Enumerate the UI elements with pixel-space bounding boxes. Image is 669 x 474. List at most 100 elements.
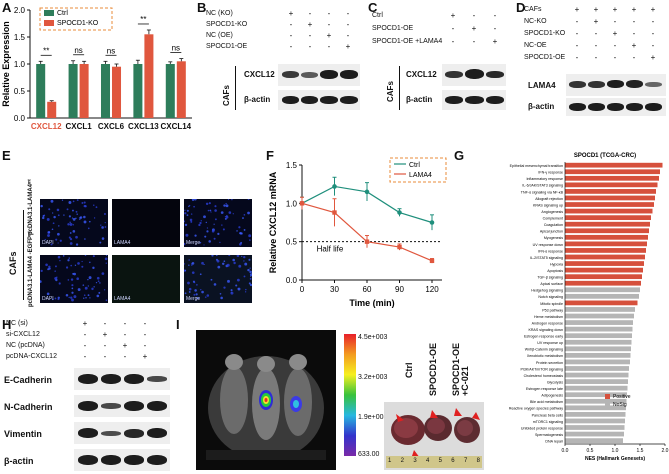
nucleus-dot — [249, 283, 252, 287]
g-bar — [565, 392, 627, 398]
scale-tick-3: 1.9e+003 — [358, 414, 388, 421]
g-category-label: Cholesterol homeostasis — [524, 374, 564, 378]
blot-plus-minus: - — [575, 17, 579, 26]
nucleus-dot — [220, 296, 223, 300]
blot-plus-minus: - — [143, 330, 147, 339]
nucleus-dot — [57, 232, 60, 236]
blot-plus-minus: - — [472, 37, 476, 46]
blot-h: NC (si) + - - - si-CXCL12 - + - - NC (pcDNA) - - + - pc… — [0, 318, 172, 474]
nucleus-dot — [40, 280, 42, 283]
a-y-tick-label: 0.0 — [14, 114, 26, 123]
nucleus-dot — [189, 218, 193, 222]
nucleus-dot — [188, 287, 192, 291]
micro-label: Merge — [186, 240, 201, 246]
nucleus-dot — [199, 241, 202, 244]
a-bar — [144, 34, 154, 118]
blot-h-band — [78, 455, 98, 465]
blot-plus-minus: - — [327, 42, 331, 51]
g-bar — [565, 195, 655, 201]
blot-b-label-cxcl12: CXCL12 — [244, 70, 275, 79]
nucleus-dot — [99, 241, 102, 244]
blot-row-label: SPOCD1-OE — [524, 54, 566, 61]
nucleus-dot — [188, 291, 191, 293]
blot-plus-minus: - — [575, 53, 579, 62]
g-x-label: NES (Hallmark Genesets) — [585, 456, 645, 462]
micro-r2-dapi: DAPI — [40, 255, 108, 303]
nucleus-dot — [188, 264, 190, 266]
f-y-tick-label: 1.0 — [286, 199, 298, 208]
nucleus-dot — [52, 212, 54, 214]
nucleus-dot — [81, 260, 83, 263]
nucleus-dot — [55, 238, 58, 241]
g-bar — [565, 412, 626, 417]
blot-plus-minus: - — [632, 29, 636, 38]
g-bar — [565, 405, 626, 411]
g-bar — [565, 352, 631, 358]
g-bar — [565, 267, 643, 273]
blot-c-band — [445, 96, 463, 104]
a-y-label: Relative Expression — [1, 21, 11, 107]
nucleus-dot — [81, 265, 84, 268]
blot-plus-minus: - — [594, 53, 598, 62]
g-bar — [565, 261, 644, 266]
g-bar — [565, 418, 625, 424]
f-y-label: Relative CXCL12 mRNA — [268, 171, 278, 273]
blot-c-label-actin: β-actin — [406, 95, 433, 104]
g-x-tick-label: 0.5 — [587, 448, 594, 454]
nucleus-dot — [58, 225, 60, 227]
blot-plus-minus: + — [631, 5, 637, 14]
blot-b-band — [320, 96, 338, 104]
i-group-ctrl: Ctrl — [404, 362, 414, 379]
g-category-label: UV response down — [533, 243, 563, 247]
chart-g: SPOCD1 (TCGA-CRC) Epithelial mesenchymal … — [509, 153, 669, 462]
g-category-label: Angiogenesis — [541, 210, 563, 214]
nucleus-dot — [223, 286, 226, 289]
ruler-mark: 3 — [413, 458, 417, 464]
blot-h-band — [147, 455, 167, 465]
micro-r2-lama4: LAMA4 — [112, 255, 180, 303]
panel-label-f: F — [266, 148, 274, 163]
nucleus-dot — [193, 293, 196, 296]
nucleus-dot — [66, 208, 69, 211]
blot-plus-minus: - — [83, 330, 87, 339]
g-category-label: Hypoxia — [550, 262, 563, 266]
nucleus-dot — [83, 297, 85, 299]
blot-row-label: NC-OE — [524, 42, 547, 49]
blot-plus-minus: - — [451, 37, 455, 46]
nucleus-dot — [184, 263, 186, 265]
g-category-label: Apical surface — [540, 282, 563, 286]
g-bar — [565, 379, 628, 384]
nucleus-dot — [208, 240, 211, 243]
g-legend-swatch — [605, 394, 610, 399]
nucleus-dot — [193, 205, 195, 208]
blot-plus-minus: - — [575, 41, 579, 50]
blot-plus-minus: - — [83, 352, 87, 361]
nucleus-dot — [204, 296, 207, 298]
nucleus-dot — [74, 264, 77, 266]
panel-label-h: H — [2, 317, 12, 332]
nucleus-dot — [79, 218, 81, 220]
nucleus-dot — [236, 255, 240, 258]
nucleus-dot — [93, 286, 95, 288]
nucleus-dot — [239, 232, 243, 235]
blot-plus-minus: - — [346, 31, 350, 40]
nucleus-dot — [69, 232, 72, 234]
nucleus-dot — [101, 226, 104, 229]
blot-h-band — [124, 401, 144, 411]
nucleus-dot — [232, 258, 235, 262]
scale-tick-4: 633.00 — [358, 451, 380, 458]
nucleus-dot — [42, 216, 45, 220]
g-category-label: KRAS signaling down — [528, 328, 563, 332]
blot-d-label-actin: β-actin — [528, 102, 555, 111]
nucleus-dot — [236, 230, 238, 232]
nucleus-dot — [243, 255, 246, 259]
g-bar — [565, 169, 660, 175]
nucleus-dot — [204, 235, 207, 238]
blot-plus-minus: - — [123, 352, 127, 361]
blot-plus-minus: + — [307, 20, 313, 29]
a-bar — [100, 64, 110, 118]
micro-label: Merge — [186, 296, 201, 302]
g-bar — [565, 366, 629, 371]
g-bar — [565, 221, 650, 227]
blot-b: NC (KO) + - - - SPOCD1-KO - + - - NC (OE) - - + - SPOCD… — [206, 6, 362, 136]
